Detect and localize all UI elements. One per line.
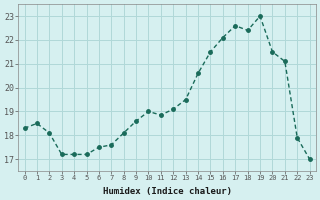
X-axis label: Humidex (Indice chaleur): Humidex (Indice chaleur) [103,187,232,196]
